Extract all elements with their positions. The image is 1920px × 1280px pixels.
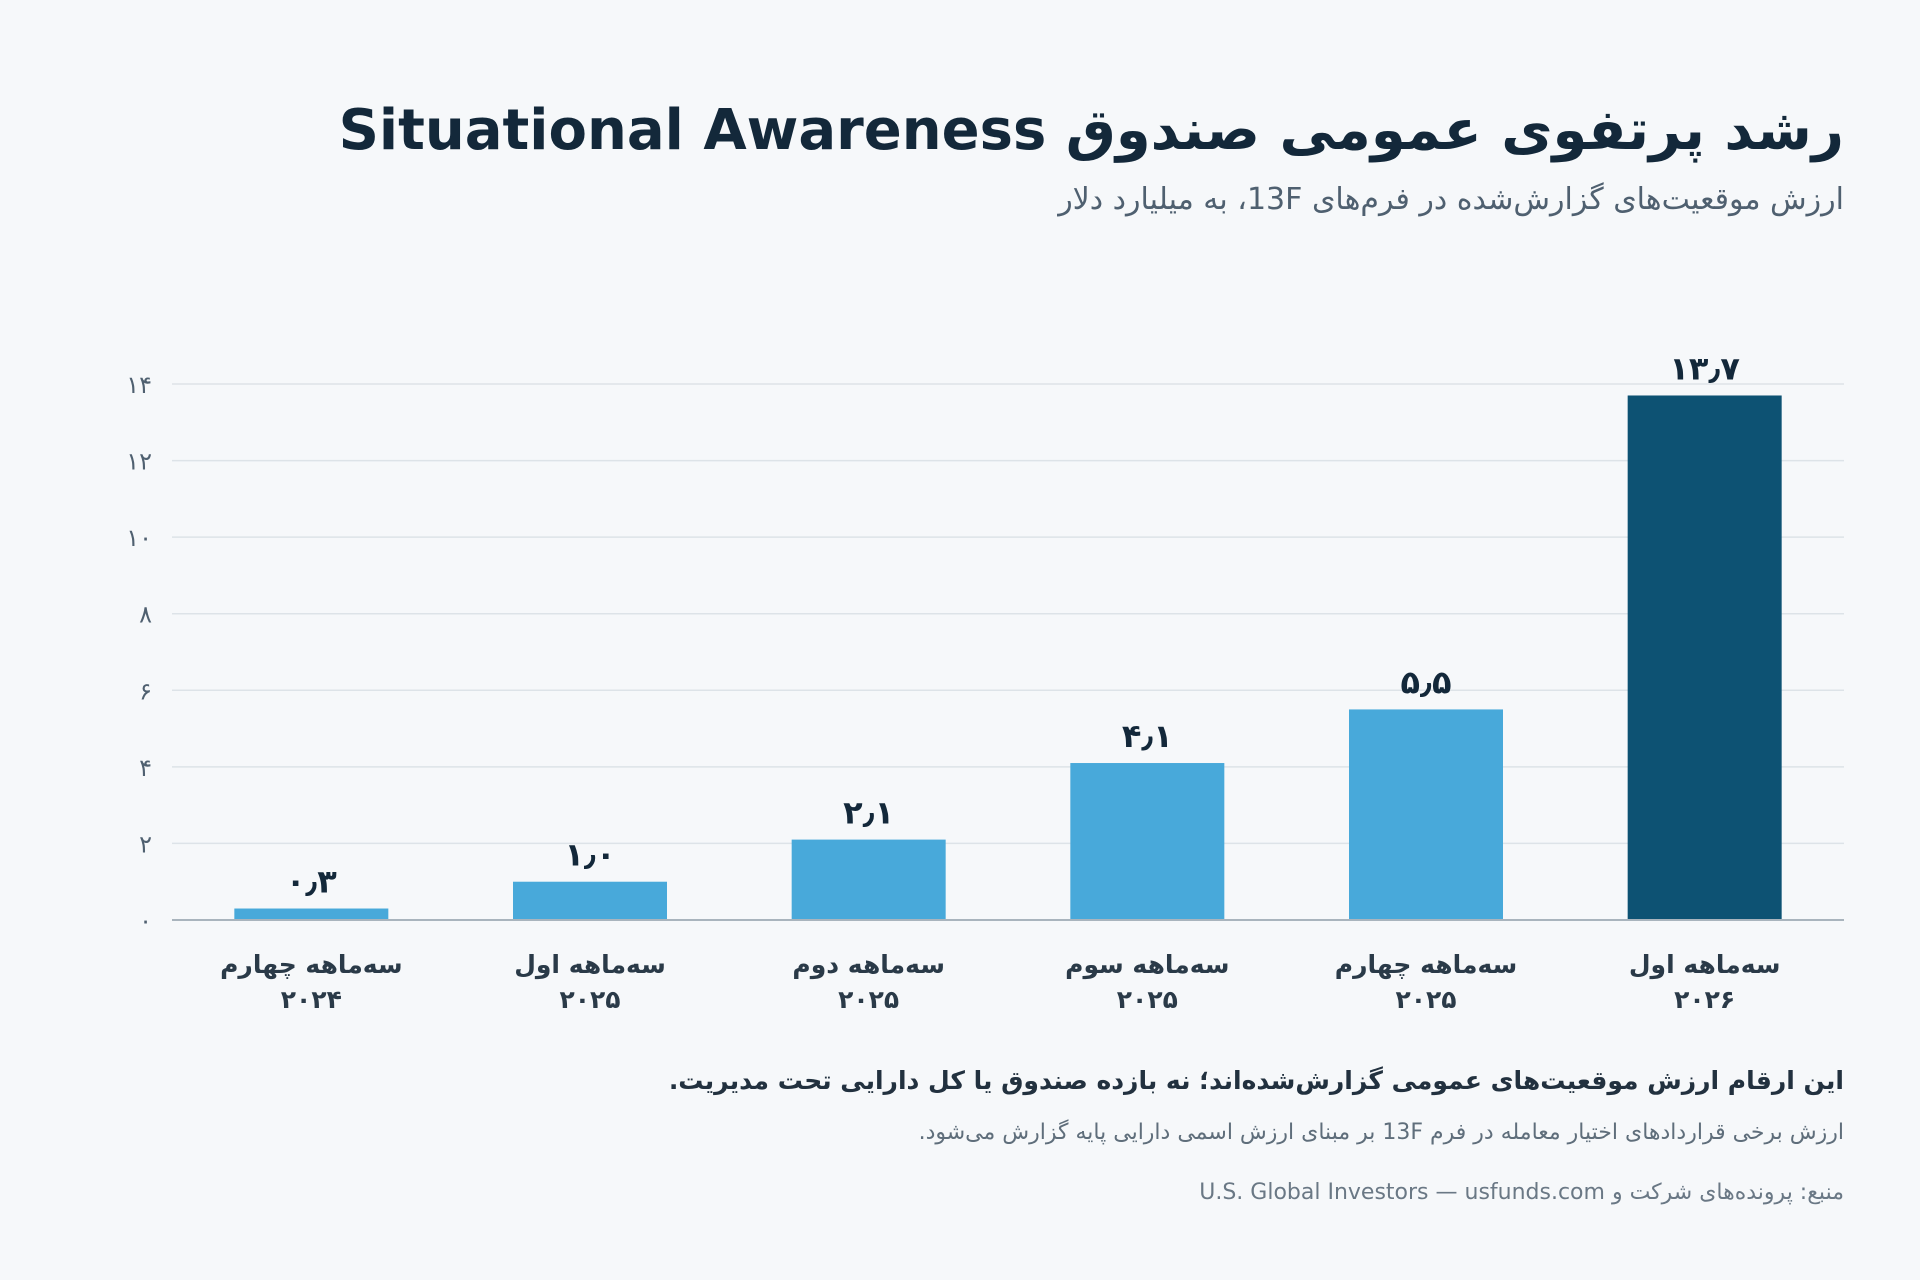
y-tick-label: ۱۰ (126, 524, 152, 552)
y-tick-label: ۲ (139, 830, 152, 858)
x-tick-label: سه‌ماهه چهارم (220, 950, 402, 980)
x-tick-label: سه‌ماهه اول (514, 950, 666, 980)
y-tick-label: ۶ (139, 677, 152, 705)
chart-subtitle: ارزش موقعیت‌های گزارش‌شده در فرم‌های 13F… (1058, 182, 1844, 217)
bar-chart: ۰ ۲ ۴ ۶ ۸ ۱۰ ۱۲ ۱۴ ۰٫۳ سه‌ماهه چهارم ۲۰۲۴ ۱٫۰ سه‌ماه… (126, 349, 1844, 1014)
chart-title: رشد پرتفوی عمومی صندوق Situational Aware… (338, 98, 1844, 163)
bar (1349, 709, 1503, 920)
y-tick-label: ۱۴ (126, 371, 152, 399)
chart-footnote: ارزش برخی قراردادهای اختیار معامله در فر… (918, 1120, 1844, 1145)
x-tick-label-year: ۲۰۲۵ (838, 985, 899, 1014)
bar (791, 839, 946, 920)
x-tick-label: سه‌ماهه دوم (792, 950, 945, 980)
data-label: ۱۳٫۷ (1669, 349, 1740, 387)
y-tick-label: ۱۲ (126, 448, 152, 476)
bar (1627, 395, 1782, 920)
data-label: ۰٫۳ (286, 863, 337, 901)
data-label: ۱٫۰ (564, 836, 615, 874)
y-tick-label: ۴ (139, 754, 152, 782)
data-label: ۴٫۱ (1122, 717, 1173, 755)
x-tick-label: سه‌ماهه چهارم (1335, 950, 1517, 980)
x-tick-label-year: ۲۰۲۵ (1117, 985, 1178, 1014)
bar (234, 908, 389, 920)
x-tick-label-year: ۲۰۲۴ (281, 985, 342, 1014)
data-label: ۲٫۱ (843, 794, 894, 832)
y-tick-label: ۸ (139, 601, 152, 629)
bar (513, 881, 667, 920)
x-tick-label-year: ۲۰۲۵ (559, 985, 620, 1014)
chart-note: این ارقام ارزش موقعیت‌های عمومی گزارش‌شد… (668, 1066, 1844, 1095)
source-credit: منبع: پرونده‌های شرکت و U.S. Global Inve… (1199, 1180, 1844, 1205)
x-tick-label: سه‌ماهه اول (1629, 950, 1781, 980)
x-tick-label: سه‌ماهه سوم (1065, 950, 1229, 980)
y-tick-label: ۰ (139, 907, 152, 935)
x-tick-label-year: ۲۰۲۵ (1395, 985, 1456, 1014)
data-label: ۵٫۵ (1400, 663, 1451, 701)
bar (1070, 763, 1225, 920)
x-tick-label-year: ۲۰۲۶ (1674, 985, 1735, 1014)
